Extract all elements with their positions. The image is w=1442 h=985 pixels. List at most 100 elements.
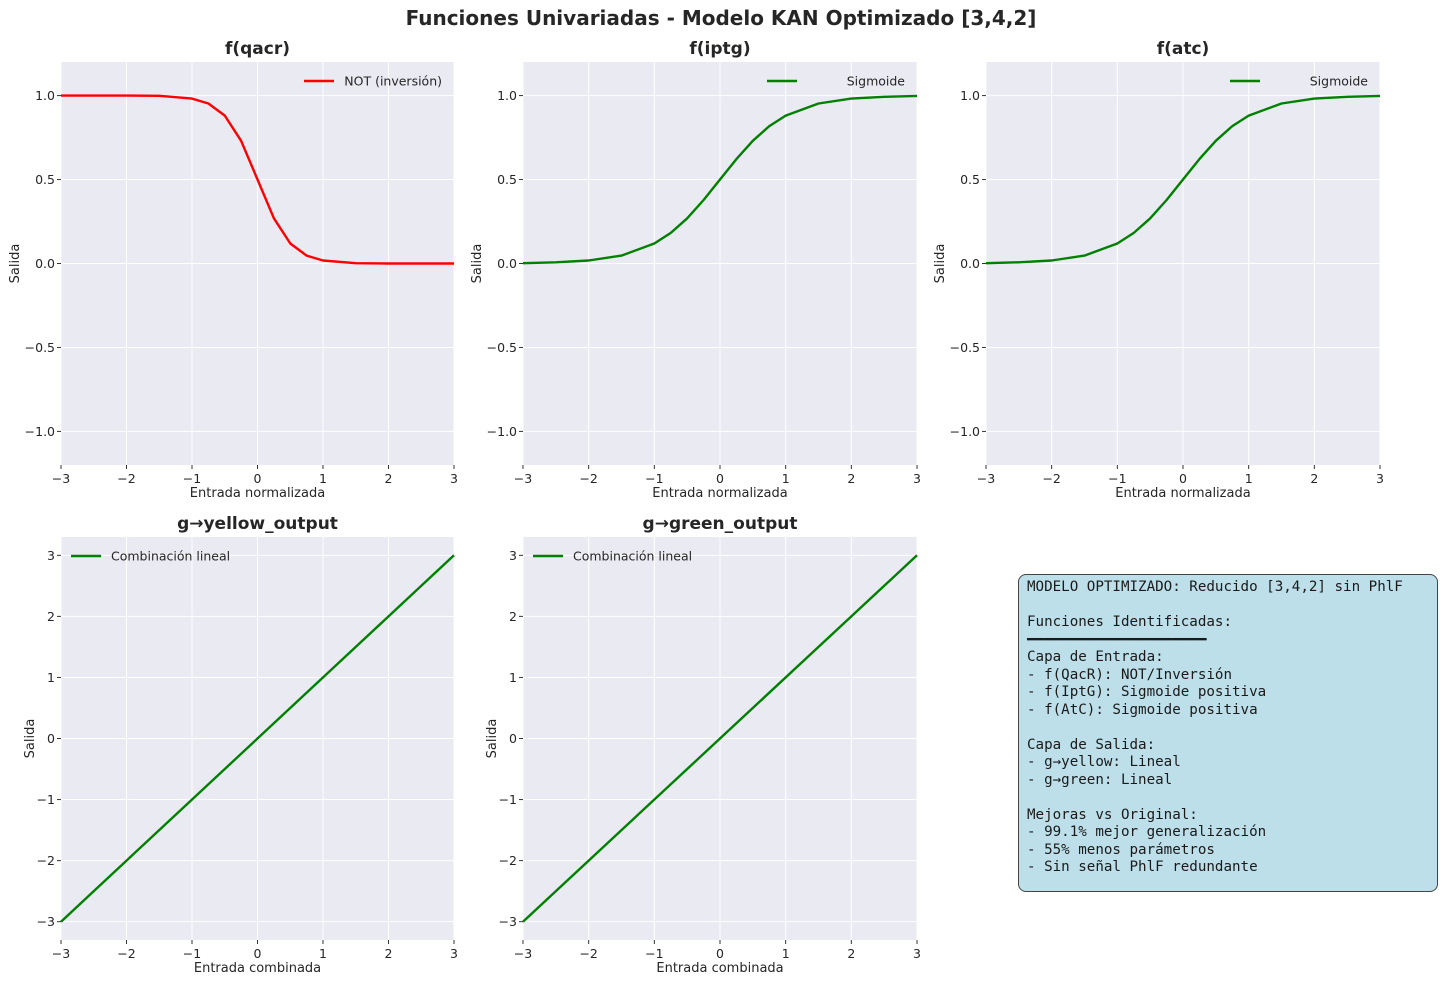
figure-title: Funciones Univariadas - Modelo KAN Optim… — [405, 6, 1037, 30]
y-tick-label: −0.5 — [487, 340, 517, 355]
x-tick-label: 2 — [1310, 471, 1318, 486]
x-axis-label: Entrada combinada — [194, 961, 321, 976]
panel-title: g→yellow_output — [177, 514, 338, 534]
x-tick-label: 3 — [1376, 471, 1384, 486]
panel-title: f(atc) — [1157, 39, 1210, 59]
x-tick-label: 2 — [385, 471, 393, 486]
x-tick-label: −1 — [645, 946, 663, 961]
x-tick-label: 1 — [1245, 471, 1253, 486]
y-tick-label: 0.0 — [960, 256, 980, 271]
y-tick-label: −0.5 — [25, 340, 55, 355]
x-tick-label: −3 — [977, 471, 995, 486]
x-tick-label: 2 — [847, 946, 855, 961]
x-tick-label: 1 — [319, 946, 327, 961]
y-tick-label: 2 — [509, 609, 517, 624]
y-tick-label: 1 — [47, 670, 55, 685]
y-tick-label: −1 — [499, 792, 517, 807]
info-line: - g→green: Lineal — [1027, 771, 1173, 788]
x-tick-label: 0 — [716, 471, 724, 486]
legend-label: NOT (inversión) — [344, 74, 442, 89]
panel-title: g→green_output — [643, 514, 798, 534]
y-tick-label: 2 — [47, 609, 55, 624]
x-tick-label: 3 — [913, 946, 921, 961]
x-tick-label: −3 — [52, 946, 70, 961]
x-tick-label: −1 — [183, 946, 201, 961]
info-line — [1027, 597, 1429, 615]
y-tick-label: −1.0 — [950, 424, 980, 439]
x-axis-label: Entrada normalizada — [190, 486, 325, 501]
y-axis-label: Salida — [8, 244, 23, 284]
x-tick-label: −1 — [183, 471, 201, 486]
y-tick-label: −3 — [37, 914, 55, 929]
panel-title: f(iptg) — [689, 39, 750, 59]
info-box: MODELO OPTIMIZADO: Reducido [3,4,2] sin … — [1018, 574, 1438, 892]
y-tick-label: 1 — [509, 670, 517, 685]
x-axis-label: Entrada normalizada — [652, 486, 787, 501]
y-tick-label: −0.5 — [950, 340, 980, 355]
y-tick-label: −3 — [499, 914, 517, 929]
info-line: - f(AtC): Sigmoide positiva — [1027, 701, 1258, 718]
x-tick-label: −2 — [117, 471, 135, 486]
y-axis-label: Salida — [470, 244, 485, 284]
x-tick-label: 3 — [450, 946, 458, 961]
y-tick-label: 0 — [47, 731, 55, 746]
y-tick-label: 1.0 — [960, 88, 980, 103]
y-tick-label: −2 — [37, 853, 55, 868]
y-tick-label: 1.0 — [35, 88, 55, 103]
y-tick-label: 1.0 — [497, 88, 517, 103]
y-tick-label: 3 — [47, 548, 55, 563]
info-line: - 99.1% mejor generalización — [1027, 824, 1267, 840]
x-axis-label: Entrada combinada — [656, 961, 783, 976]
y-axis-label: Salida — [485, 719, 500, 759]
legend-label: Combinación lineal — [111, 549, 230, 564]
info-line — [1027, 719, 1429, 737]
series-line — [522, 94, 918, 265]
x-tick-label: 2 — [847, 471, 855, 486]
legend-label: Sigmoide — [847, 74, 906, 89]
x-tick-label: −2 — [117, 946, 135, 961]
y-tick-label: −1 — [37, 792, 55, 807]
info-line — [1027, 789, 1429, 807]
legend-label: Sigmoide — [1310, 74, 1369, 89]
x-tick-label: 1 — [319, 471, 327, 486]
info-line: Capa de Entrada: — [1027, 649, 1164, 665]
x-tick-label: −2 — [579, 471, 597, 486]
x-axis-label: Entrada normalizada — [1115, 486, 1250, 501]
info-line: Funciones Identificadas: — [1027, 614, 1232, 630]
info-line: ━━━━━━━━━━━━━━━━━━━━━ — [1027, 631, 1207, 648]
y-tick-label: −2 — [499, 853, 517, 868]
y-tick-label: 0.5 — [960, 172, 980, 187]
info-line: MODELO OPTIMIZADO: Reducido [3,4,2] sin … — [1027, 579, 1403, 595]
chart-panel-1: −3 −2 −1 0 1 2 3 −1.0 −0.5 0.0 0.5 1.0 f(qacr) Entrad… — [8, 39, 458, 501]
y-axis-label: Salida — [23, 719, 38, 759]
info-line: - 55% menos parámetros — [1027, 841, 1215, 858]
x-tick-label: 2 — [385, 946, 393, 961]
y-tick-label: 0.0 — [497, 256, 517, 271]
panel-title: f(qacr) — [225, 39, 290, 59]
x-tick-label: 0 — [716, 946, 724, 961]
series-line — [522, 554, 918, 923]
chart-panel-3: −3 −2 −1 0 1 2 3 −1.0 −0.5 0.0 0.5 1.0 f(atc) Entrada… — [933, 39, 1384, 501]
x-tick-label: −2 — [1042, 471, 1060, 486]
x-tick-label: 0 — [1179, 471, 1187, 486]
x-tick-label: −1 — [1108, 471, 1126, 486]
x-tick-label: 3 — [450, 471, 458, 486]
y-tick-label: 0 — [509, 731, 517, 746]
series-line — [985, 94, 1381, 265]
y-tick-label: 0.5 — [497, 172, 517, 187]
y-tick-label: 0.0 — [35, 256, 55, 271]
y-tick-label: −1.0 — [487, 424, 517, 439]
series-line — [60, 554, 455, 923]
y-tick-label: 3 — [509, 548, 517, 563]
x-tick-label: −3 — [52, 471, 70, 486]
x-tick-label: 3 — [913, 471, 921, 486]
info-line: Mejoras vs Original: — [1027, 806, 1198, 823]
info-line: - g→yellow: Lineal — [1027, 754, 1181, 770]
chart-panel-4: −3 −2 −1 0 1 2 3 −3 −2 −1 0 1 2 3 g→yellow_output Entra… — [23, 514, 458, 976]
info-line: - f(IptG): Sigmoide positiva — [1027, 684, 1267, 700]
x-tick-label: −3 — [514, 471, 532, 486]
x-tick-label: 0 — [254, 946, 262, 961]
x-tick-label: 1 — [782, 946, 790, 961]
x-tick-label: −1 — [645, 471, 663, 486]
